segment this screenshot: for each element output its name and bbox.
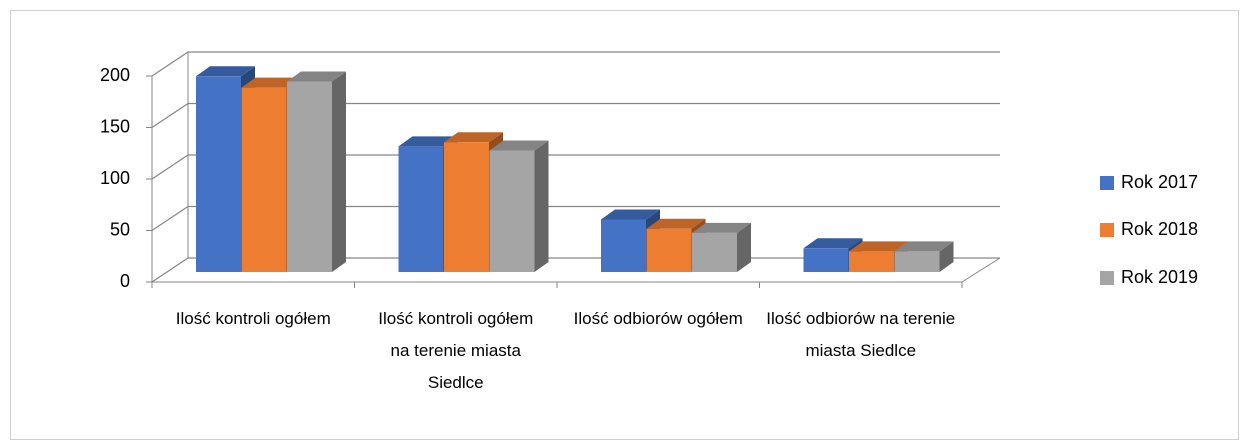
x-tick-label: Ilość kontroli ogółem xyxy=(175,309,331,328)
bar-top xyxy=(241,77,301,88)
bar xyxy=(241,87,287,272)
bar-side xyxy=(737,222,751,272)
bar-top xyxy=(196,66,255,77)
bar-side xyxy=(332,71,346,272)
legend-label: Rok 2018 xyxy=(1121,219,1198,239)
bar-top xyxy=(894,241,954,252)
bar-top xyxy=(646,218,706,229)
legend-swatch xyxy=(1100,223,1114,237)
bar-top xyxy=(489,140,549,151)
bar xyxy=(646,228,692,272)
bar-top xyxy=(692,222,751,233)
bar-top xyxy=(398,136,458,147)
bar xyxy=(894,251,940,272)
bar xyxy=(196,76,241,272)
x-tick-label: Ilość kontroli ogółem na terenie miasta … xyxy=(378,309,534,392)
y-tick-label: 0 xyxy=(120,271,130,291)
bar xyxy=(692,232,737,272)
x-tick-label: Ilość odbiorów ogółem xyxy=(573,309,743,328)
legend-swatch xyxy=(1100,271,1114,285)
y-tick-label: 150 xyxy=(100,116,130,136)
bar-side xyxy=(534,140,549,272)
grid-line xyxy=(151,51,1000,77)
floor-edge xyxy=(961,257,1001,283)
legend-label: Rok 2017 xyxy=(1121,172,1198,192)
y-tick-label: 200 xyxy=(100,65,130,85)
bar-side xyxy=(939,241,954,272)
x-tick-label: Ilość odbiorów na terenie miasta Siedlce xyxy=(766,309,956,360)
y-tick-label: 100 xyxy=(100,168,130,188)
bar xyxy=(601,219,646,272)
bar xyxy=(444,142,489,272)
bar xyxy=(489,150,535,272)
bar-top xyxy=(849,241,908,252)
bar-top xyxy=(287,71,346,82)
bar-top xyxy=(601,209,660,220)
bar-top xyxy=(803,238,863,249)
bar xyxy=(398,146,444,272)
y-tick-label: 50 xyxy=(110,219,130,239)
bar-top xyxy=(444,132,503,143)
bar xyxy=(287,81,332,272)
chart-frame xyxy=(10,10,1239,440)
bar xyxy=(849,251,894,272)
legend-swatch xyxy=(1100,176,1114,190)
bar xyxy=(803,248,849,272)
legend-label: Rok 2019 xyxy=(1121,267,1198,287)
